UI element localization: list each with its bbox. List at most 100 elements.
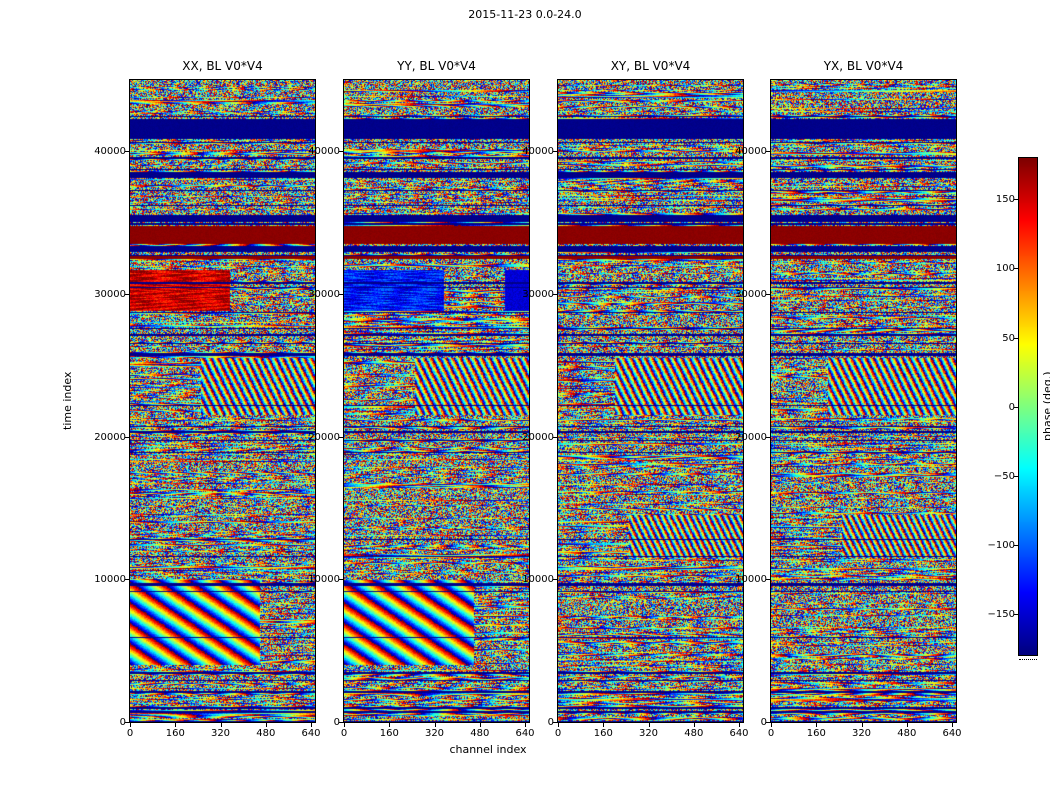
y-tick-label: 20000 [94,431,126,443]
subplot-yy-title: YY, BL V0*V4 [397,59,476,73]
y-tick-mark [766,151,770,153]
x-tick-mark [525,723,526,727]
heatmap-xy-canvas [557,79,744,723]
y-tick-mark [339,294,343,295]
y-tick-label: 0 [119,717,126,728]
x-tick-label: 480 [256,728,276,739]
y-tick-mark [766,579,770,581]
y-tick-label: 10000 [308,574,340,586]
figure-title: 2015-11-23 0.0-24.0 [468,8,582,21]
subplot-yx: YX, BL V0*V4 0 160 320 480 640 0 10000 20000 300… [735,59,961,739]
x-tick-mark [739,723,740,727]
colorbar-tick-mark [1014,406,1018,408]
x-tick-label: 320 [638,728,659,739]
x-tick-mark [861,723,863,727]
y-tick-label: 30000 [735,289,767,300]
x-tick-label: 320 [424,728,445,739]
y-tick-label: 30000 [94,289,126,300]
y-tick-mark [553,294,557,295]
y-tick-label: 40000 [308,146,340,158]
y-tick-mark [339,151,343,153]
x-tick-mark [265,723,267,727]
x-tick-label: 640 [515,728,535,739]
colorbar-tick-mark [1014,268,1018,270]
subplot-xx-title: XX, BL V0*V4 [182,59,263,73]
x-tick-label: 160 [593,728,613,739]
colorbar-tick-label: 0 [1008,401,1015,413]
subplot-xy-title: XY, BL V0*V4 [610,59,691,73]
x-tick-label: 480 [897,728,917,739]
x-tick-label: 160 [165,728,185,739]
x-tick-mark [479,723,481,727]
x-tick-mark [175,723,177,727]
y-tick-label: 40000 [522,146,554,158]
y-tick-label: 0 [333,717,340,728]
x-tick-label: 160 [379,728,399,739]
y-tick-label: 0 [760,717,767,728]
x-tick-label: 640 [729,728,749,739]
x-tick-mark [558,723,559,727]
y-tick-label: 30000 [522,289,554,300]
y-tick-label: 0 [547,717,554,728]
y-tick-label: 40000 [94,146,126,158]
colorbar-extend-dotted [1019,659,1037,660]
x-tick-label: 0 [126,728,134,739]
colorbar-tick-mark [1014,475,1018,477]
y-tick-mark [125,722,129,723]
x-tick-mark [344,723,345,727]
y-tick-label: 20000 [308,431,340,443]
x-tick-mark [130,723,131,727]
x-tick-label: 0 [554,728,562,739]
y-tick-label: 20000 [735,431,767,443]
y-tick-mark [339,579,343,581]
x-tick-label: 160 [806,728,826,739]
x-tick-label: 480 [470,728,490,739]
heatmap-yx-canvas [770,79,957,723]
x-tick-mark [952,723,953,727]
x-tick-mark [648,723,650,727]
x-tick-label: 320 [851,728,872,739]
x-tick-label: 640 [301,728,321,739]
colorbar-tick-mark [1014,613,1018,615]
x-tick-mark [311,723,312,727]
y-tick-mark [125,151,129,153]
x-tick-label: 320 [210,728,231,739]
y-tick-mark [553,579,557,581]
x-axis-label: channel index [449,743,527,756]
y-tick-mark [553,436,557,438]
y-tick-mark [339,436,343,438]
y-tick-mark [766,722,770,723]
y-tick-label: 20000 [522,431,554,443]
y-tick-mark [766,294,770,295]
colorbar-tick-label: 100 [995,263,1015,275]
subplot-yx-title: YX, BL V0*V4 [823,59,904,73]
colorbar-tick-mark [1014,199,1018,201]
x-tick-label: 640 [942,728,962,739]
colorbar-label: phase (deg.) [1041,371,1050,442]
colorbar: phase (deg.) 150 100 50 0 −50 −100 −150 [988,157,1050,660]
colorbar-tick-mark [1014,544,1018,546]
colorbar-tick-mark [1014,337,1018,339]
y-tick-label: 10000 [522,574,554,586]
y-tick-label: 30000 [308,289,340,300]
y-tick-label: 10000 [94,574,126,586]
colorbar-gradient-canvas [1018,157,1038,656]
subplot-yy: YY, BL V0*V4 0 160 320 480 640 0 10000 20000 300… [308,59,534,739]
y-tick-mark [766,436,770,438]
x-tick-mark [693,723,695,727]
x-tick-mark [906,723,908,727]
x-tick-mark [389,723,391,727]
y-tick-mark [125,436,129,438]
y-tick-label: 10000 [735,574,767,586]
x-tick-mark [220,723,222,727]
x-tick-mark [816,723,818,727]
y-tick-mark [553,151,557,153]
y-tick-label: 40000 [735,146,767,158]
y-axis-label: time index [61,371,74,431]
y-tick-mark [553,722,557,723]
colorbar-tick-label: 150 [995,194,1015,206]
colorbar-tick-label: 50 [1002,332,1015,344]
colorbar-tick-label: −50 [993,470,1015,482]
x-tick-label: 0 [767,728,775,739]
heatmap-xx-canvas [129,79,316,723]
